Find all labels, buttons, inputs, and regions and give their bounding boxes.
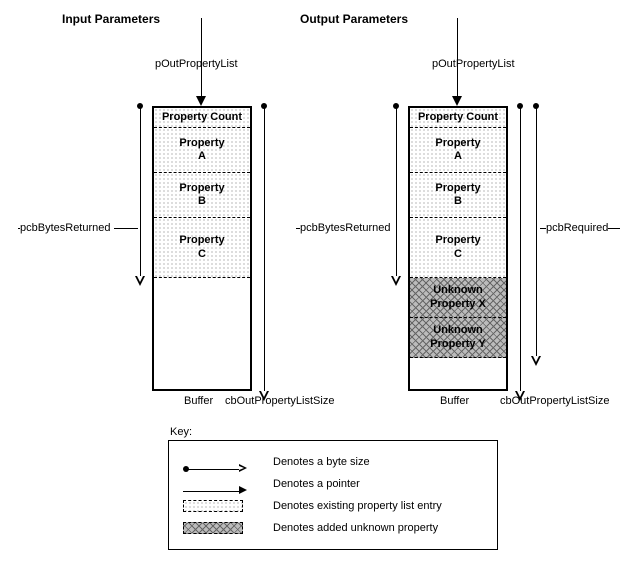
buffer-segment: PropertyC [410,218,506,278]
label-output-buffer: Buffer [440,395,469,407]
key-row-added: Denotes added unknown property [183,517,483,539]
buffer-segment: Property Count [410,108,506,128]
key-box: Denotes a byte size Denotes a pointer De… [168,440,498,550]
input-pointer-arrowhead [196,96,206,106]
label-input-pOutPropertyList: pOutPropertyList [155,58,238,70]
buffer-segment: Property Count [154,108,250,128]
key-row-existing: Denotes existing property list entry [183,495,483,517]
size-arrow-line [264,106,265,391]
input-buffer: Property CountPropertyAPropertyBProperty… [152,106,252,391]
dash-left-2 [114,228,138,229]
dash-left-1 [18,228,20,229]
size-arrow-line [536,106,537,356]
buffer-segment: UnknownProperty X [410,278,506,318]
buffer-segment: PropertyB [410,173,506,218]
title-input: Input Parameters [62,12,160,26]
label-input-pcbBytesReturned: pcbBytesReturned [20,222,111,234]
label-output-pcbRequired: pcbRequired [546,222,608,234]
buffer-segment [410,358,506,389]
key-row-size: Denotes a byte size [183,451,483,473]
buffer-segment: UnknownProperty Y [410,318,506,358]
size-arrow-line [140,106,141,276]
size-arrow-line [520,106,521,391]
size-arrow-line [396,106,397,276]
label-output-pOutPropertyList: pOutPropertyList [432,58,515,70]
key-row-pointer: Denotes a pointer [183,473,483,495]
output-pointer-arrowhead [452,96,462,106]
dash-right-2 [540,228,546,229]
title-output: Output Parameters [300,12,408,26]
label-input-buffer: Buffer [184,395,213,407]
key-label-existing: Denotes existing property list entry [273,500,442,512]
dash-mid-1 [296,228,300,229]
buffer-segment: PropertyB [154,173,250,218]
buffer-segment: PropertyA [154,128,250,173]
key-label-size: Denotes a byte size [273,456,370,468]
output-pointer-line [457,18,458,96]
key-swatch-cross [183,522,243,534]
label-output-pcbBytesReturned: pcbBytesReturned [300,222,391,234]
buffer-segment: PropertyC [154,218,250,278]
key-title: Key: [170,426,192,438]
label-input-cbOutSize: cbOutPropertyListSize [225,395,334,407]
input-pointer-line [201,18,202,96]
buffer-segment [154,278,250,389]
dash-right-1 [608,228,620,229]
key-label-added: Denotes added unknown property [273,522,438,534]
key-label-pointer: Denotes a pointer [273,478,360,490]
key-swatch-dotted [183,500,243,512]
buffer-segment: PropertyA [410,128,506,173]
output-buffer: Property CountPropertyAPropertyBProperty… [408,106,508,391]
